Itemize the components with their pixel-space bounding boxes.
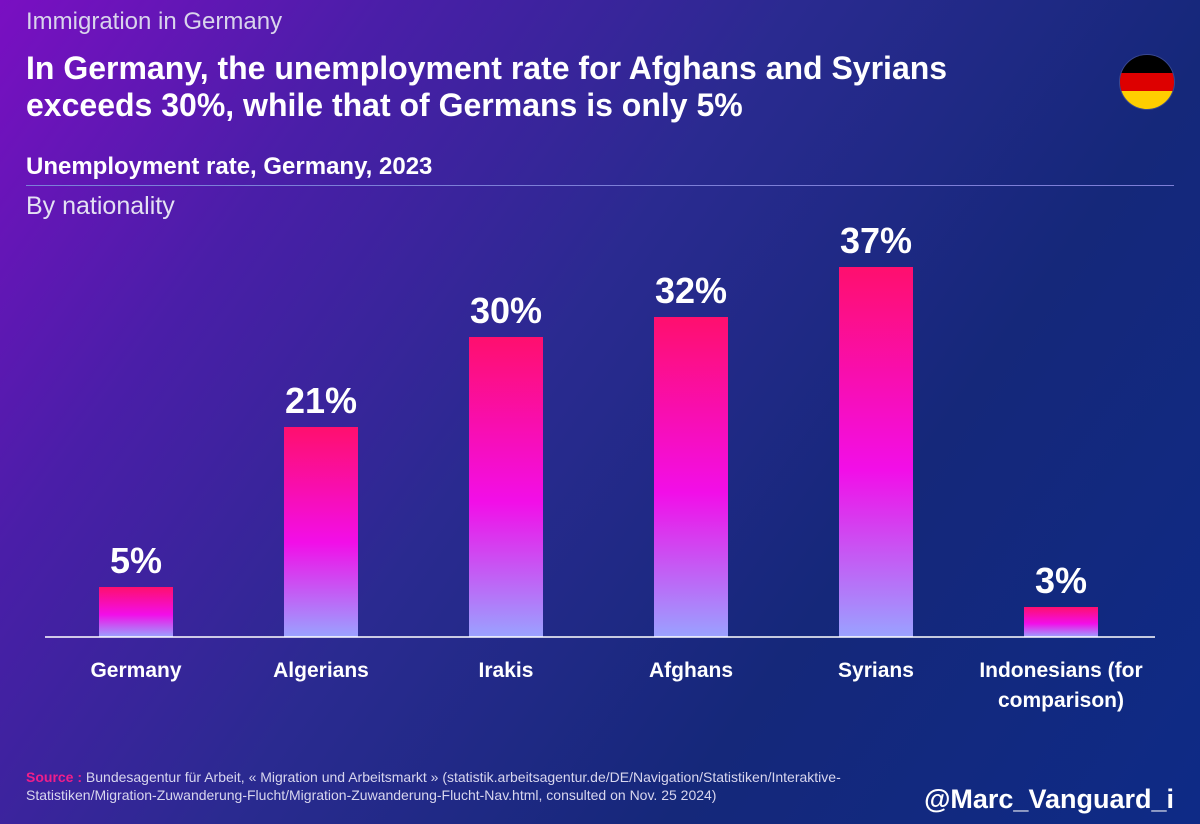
germany-flag-icon	[1120, 55, 1174, 109]
data-label-algerians: 21%	[285, 380, 357, 421]
bar-syrians	[839, 267, 913, 637]
data-label-indonesians-for-comparison: 3%	[1035, 560, 1087, 601]
chart-subtitle: Unemployment rate, Germany, 2023	[26, 153, 433, 180]
x-tick-label-syrians: Syrians	[838, 659, 914, 682]
divider	[26, 185, 1174, 186]
x-tick-label-afghans: Afghans	[649, 659, 733, 682]
data-label-syrians: 37%	[840, 220, 912, 261]
bar-germany	[99, 587, 173, 637]
source-text: Bundesagentur für Arbeit, « Migration un…	[26, 769, 841, 803]
data-label-irakis: 30%	[470, 290, 542, 331]
x-tick-label-germany: Germany	[90, 659, 181, 682]
data-label-germany: 5%	[110, 540, 162, 581]
data-label-afghans: 32%	[655, 270, 727, 311]
bar-algerians	[284, 427, 358, 637]
source-note: Source : Bundesagentur für Arbeit, « Mig…	[26, 768, 966, 804]
flag-stripe-black	[1120, 55, 1174, 73]
x-tick-label-irakis: Irakis	[479, 659, 534, 682]
author-handle: @Marc_Vanguard_i	[924, 784, 1174, 814]
bar-indonesians-for-comparison	[1024, 607, 1098, 637]
kicker-text: Immigration in Germany	[26, 8, 283, 35]
flag-stripe-red	[1120, 73, 1174, 91]
x-tick-label-algerians: Algerians	[273, 659, 369, 682]
bar-afghans	[654, 317, 728, 637]
chart-title: In Germany, the unemployment rate for Af…	[26, 50, 948, 123]
chart-subnote: By nationality	[26, 192, 175, 220]
flag-stripe-gold	[1120, 91, 1174, 109]
source-label: Source :	[26, 769, 83, 785]
x-tick-label-indonesians-for-comparison: Indonesians (for comparison)	[979, 659, 1142, 712]
bar-irakis	[469, 337, 543, 637]
